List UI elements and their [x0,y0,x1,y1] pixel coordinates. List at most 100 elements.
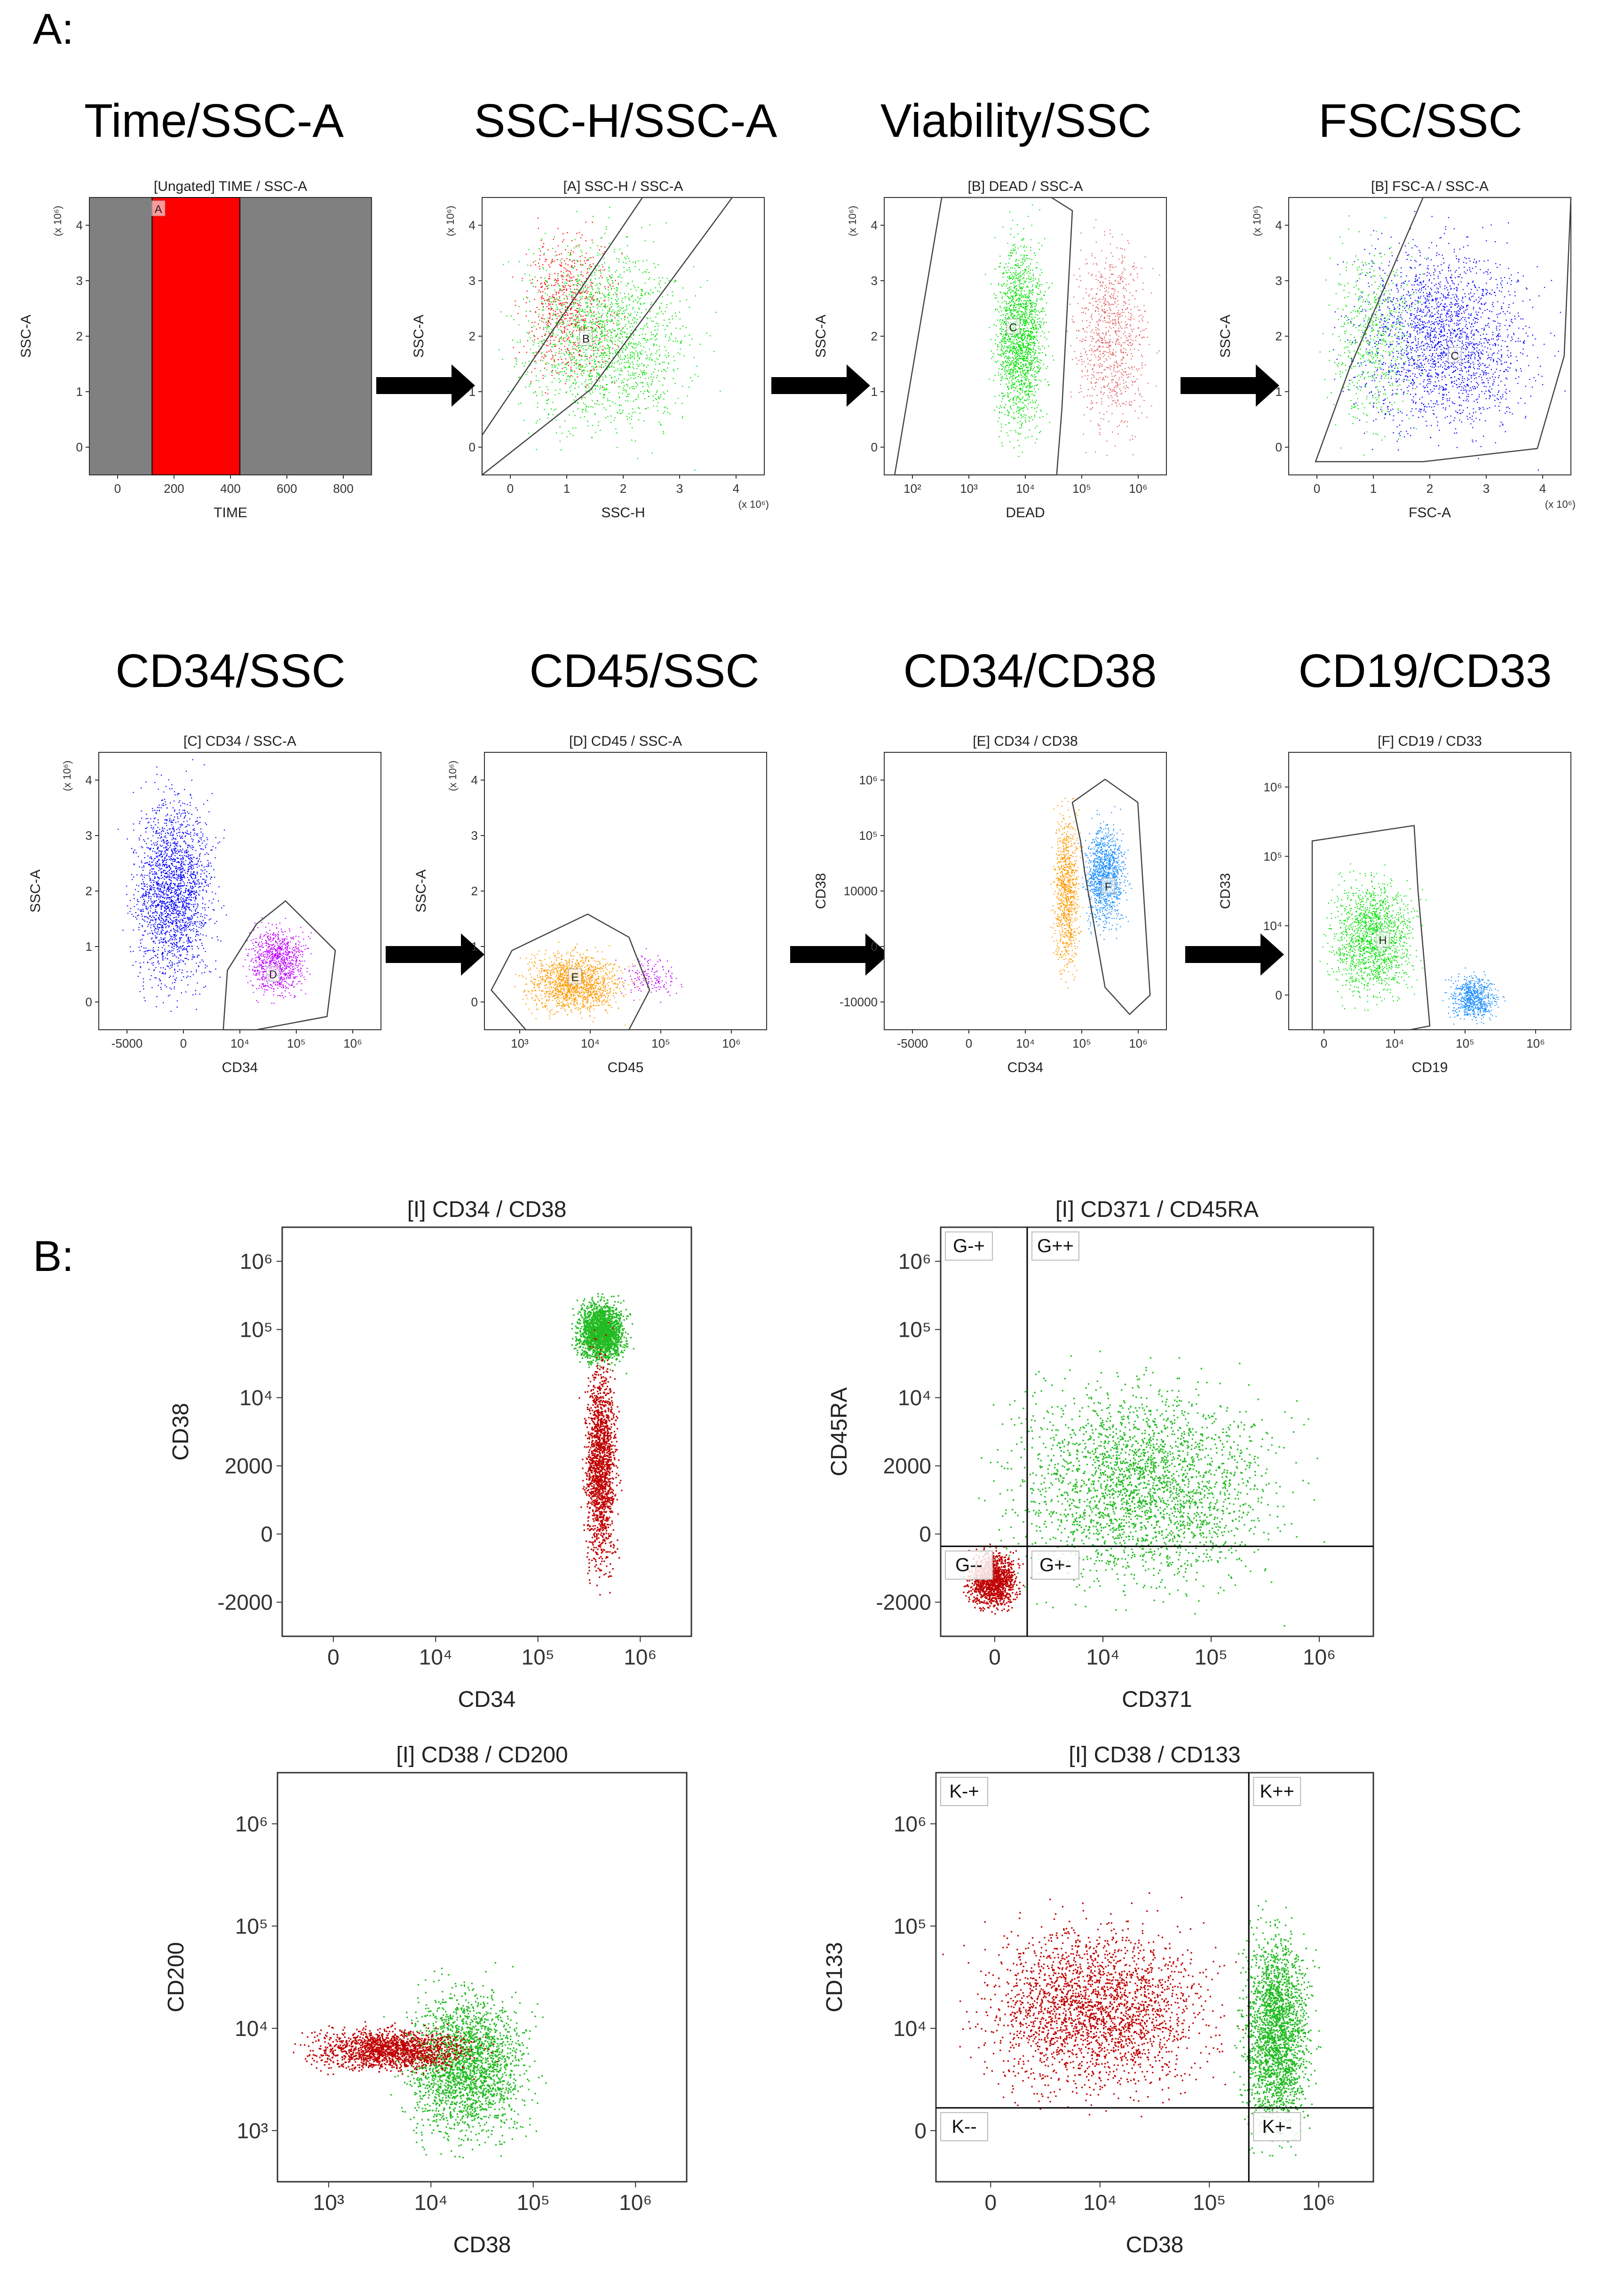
data-point [640,328,642,330]
data-point [1011,274,1012,275]
data-point [567,245,569,247]
data-point [1034,329,1035,330]
data-point [1028,389,1029,391]
data-point [631,427,633,428]
data-point [1015,260,1016,262]
data-point [617,307,618,308]
data-point [585,345,587,347]
data-point [626,269,628,271]
data-point [610,340,612,341]
data-point [656,334,657,335]
data-point [607,312,608,314]
data-point [1029,299,1030,300]
data-point [551,329,553,330]
data-point [585,309,586,310]
data-point [554,314,555,316]
data-point [695,295,696,297]
data-point [1112,431,1113,433]
data-point [657,375,658,377]
data-point [1024,333,1026,334]
data-point [1087,363,1089,364]
data-point [1030,291,1031,292]
data-point [1078,392,1080,393]
data-point [1004,352,1005,354]
data-point [680,348,681,350]
data-point [612,381,613,383]
data-point [1012,347,1014,349]
data-point [1020,372,1021,373]
data-point [590,372,591,374]
data-point [1022,344,1024,345]
data-point [1119,316,1121,317]
data-point [573,399,575,401]
data-point [1033,277,1034,279]
data-point [550,262,552,264]
data-point [1133,328,1134,330]
data-point [601,321,602,322]
gate-polygon[interactable] [481,197,734,476]
data-point [1096,293,1097,295]
data-point [1008,389,1009,390]
data-point [628,297,630,299]
data-point [1027,342,1028,344]
data-point [599,341,600,343]
data-point [585,257,586,258]
data-point [1030,319,1032,321]
data-point [526,296,527,298]
data-point [1103,351,1105,353]
data-point [594,367,596,368]
data-point [1035,308,1036,310]
data-point [619,363,620,365]
data-point [588,406,589,408]
data-point [1017,433,1019,434]
data-point [1000,349,1002,351]
data-point [1080,385,1081,386]
data-point [641,382,642,384]
data-point [577,283,579,284]
y-tick-label: 2 [469,329,476,343]
data-point [582,365,583,367]
data-point [567,280,569,282]
data-point [571,261,573,262]
data-point [1014,337,1016,338]
data-point [637,296,639,298]
data-point [680,341,682,342]
data-point [548,350,550,352]
data-point [1008,335,1009,337]
data-point [1010,272,1011,273]
data-point [507,391,509,392]
data-point [571,332,573,333]
data-point [1014,358,1016,359]
data-point [1007,386,1008,387]
data-point [579,349,580,351]
data-point [1015,289,1017,290]
data-point [604,329,606,330]
data-point [635,372,637,374]
gate-label-box [579,330,593,346]
data-point [1104,231,1105,232]
data-point [1099,367,1101,368]
data-point [563,303,565,305]
data-point [589,371,591,372]
population-1 [1063,219,1160,456]
data-point [1037,293,1038,295]
data-point [1134,393,1136,395]
data-point [1023,280,1025,282]
data-point [1020,317,1022,319]
data-point [1009,358,1011,359]
data-point [1038,365,1040,366]
data-point [1006,303,1007,304]
data-point [560,326,562,327]
data-point [647,339,649,341]
data-point [1002,353,1004,354]
data-point [609,366,610,368]
data-point [609,329,610,331]
data-point [1024,259,1026,260]
data-point [992,353,994,355]
data-point [1018,353,1020,354]
data-point [572,267,574,268]
data-point [591,275,593,276]
data-point [1041,245,1042,246]
data-point [1001,298,1003,299]
data-point [597,317,599,318]
